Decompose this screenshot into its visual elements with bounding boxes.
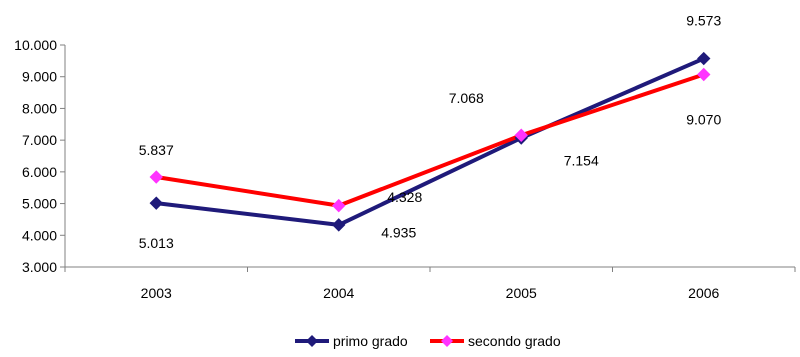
- y-tick-label: 3.000: [22, 259, 57, 275]
- x-tick-label: 2003: [141, 285, 172, 301]
- legend-label: primo grado: [333, 333, 408, 349]
- axes: 3.000 4.000 5.000 6.000 7.000 8.000 9.000 10.00…: [14, 37, 796, 301]
- y-tick-label: 4.000: [22, 227, 57, 243]
- y-tick-label: 6.000: [22, 164, 57, 180]
- data-point-marker: [697, 67, 711, 82]
- x-tick-label: 2004: [323, 285, 354, 301]
- data-label: 4.328: [387, 189, 422, 205]
- data-label: 5.837: [139, 142, 174, 158]
- series-line-primo-grado: [156, 56, 705, 227]
- legend-item: secondo grado: [430, 333, 561, 349]
- legend-marker: [441, 335, 453, 347]
- y-tick-label: 10.000: [14, 37, 57, 53]
- series-group: [149, 51, 711, 232]
- y-tick-label: 9.000: [22, 69, 57, 85]
- data-label: 5.013: [139, 235, 174, 251]
- data-label: 4.935: [381, 225, 416, 241]
- legend-item: primo grado: [295, 333, 408, 349]
- data-labels: 5.013 4.328 7.068 9.573 5.837 4.935 7.154 9.070: [139, 13, 722, 252]
- series-line-secondo-grado: [155, 72, 705, 208]
- x-tick-label: 2005: [506, 285, 537, 301]
- data-point-marker: [332, 198, 346, 213]
- data-point-marker: [149, 170, 163, 184]
- legend-marker: [306, 335, 318, 347]
- data-point-marker: [697, 51, 711, 66]
- x-tick-label: 2006: [688, 285, 719, 301]
- y-tick-label: 8.000: [22, 100, 57, 116]
- data-point-marker: [332, 218, 346, 232]
- y-tick-label: 5.000: [22, 196, 57, 212]
- data-label: 9.573: [686, 13, 721, 29]
- data-point-marker: [514, 128, 528, 142]
- legend: primo grado secondo grado: [295, 333, 561, 349]
- data-label: 9.070: [686, 111, 721, 127]
- data-label: 7.068: [449, 90, 484, 106]
- legend-label: secondo grado: [468, 333, 561, 349]
- data-point-marker: [149, 196, 163, 210]
- data-label: 7.154: [564, 152, 599, 168]
- y-tick-label: 7.000: [22, 132, 57, 148]
